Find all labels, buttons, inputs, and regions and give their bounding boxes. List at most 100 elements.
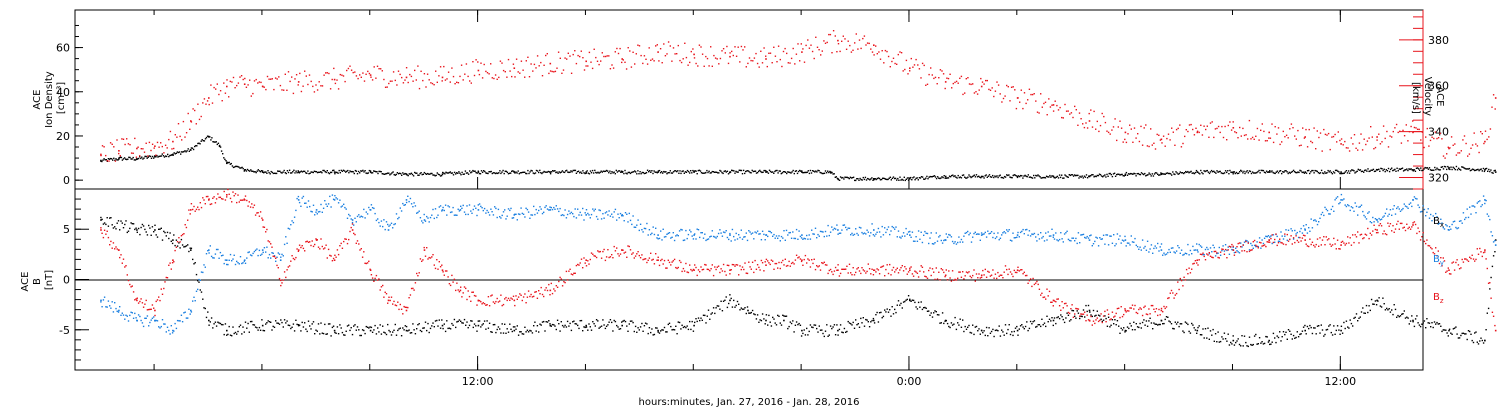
data-point — [1398, 208, 1400, 210]
data-point-anchor — [208, 249, 210, 251]
data-point — [489, 171, 491, 173]
data-point — [1246, 170, 1248, 172]
data-point — [198, 208, 200, 211]
data-point — [701, 232, 703, 234]
data-point — [754, 231, 756, 233]
data-point — [1292, 127, 1294, 129]
data-point — [850, 177, 853, 179]
data-point — [671, 329, 673, 331]
data-point — [1067, 238, 1070, 241]
data-point — [165, 155, 168, 158]
data-point — [973, 333, 975, 336]
data-point — [124, 266, 126, 268]
data-point — [1190, 170, 1192, 173]
data-point — [1274, 241, 1276, 243]
data-point — [1448, 226, 1451, 228]
data-point — [1051, 317, 1053, 319]
data-point — [763, 318, 765, 320]
data-point — [366, 213, 369, 215]
data-point — [384, 291, 386, 293]
data-point — [1179, 171, 1181, 173]
data-point — [1114, 245, 1116, 247]
data-point — [1035, 326, 1037, 328]
data-point — [248, 251, 250, 253]
data-point — [585, 209, 588, 211]
data-point-anchor — [226, 162, 228, 165]
data-point — [1425, 136, 1427, 138]
data-point — [1043, 102, 1045, 105]
data-point — [997, 232, 999, 234]
data-point — [846, 229, 848, 231]
data-point — [827, 224, 829, 227]
data-point — [380, 220, 383, 222]
data-point — [364, 170, 366, 172]
data-point — [268, 171, 270, 174]
data-point — [624, 212, 627, 214]
data-point — [1446, 168, 1448, 171]
data-point — [448, 171, 450, 174]
data-point — [329, 254, 331, 257]
data-point — [639, 223, 642, 225]
data-point — [984, 175, 986, 177]
data-point — [1471, 168, 1474, 170]
data-point-anchor — [621, 214, 623, 216]
data-point — [505, 170, 507, 173]
data-point — [257, 254, 259, 257]
data-point — [821, 230, 823, 233]
data-point — [1329, 170, 1331, 172]
data-point — [1475, 331, 1477, 333]
data-point — [545, 321, 547, 323]
data-point — [1201, 334, 1203, 336]
data-point — [202, 140, 204, 142]
data-point — [418, 174, 420, 176]
data-point — [808, 47, 811, 49]
data-point — [239, 324, 242, 326]
data-point — [460, 64, 463, 66]
data-point — [648, 171, 650, 173]
data-point — [538, 209, 540, 212]
data-point — [1041, 237, 1043, 239]
data-point — [1075, 237, 1077, 240]
data-point — [589, 170, 592, 172]
data-point — [1409, 168, 1411, 171]
data-point — [517, 334, 520, 336]
data-point — [599, 171, 601, 174]
data-point — [1231, 248, 1233, 251]
data-point — [126, 274, 128, 276]
data-point — [1172, 171, 1174, 173]
data-point — [259, 329, 262, 331]
data-point — [115, 158, 117, 160]
data-point — [197, 206, 199, 208]
data-point — [271, 78, 273, 80]
data-point-anchor — [136, 229, 138, 231]
data-point — [1323, 172, 1325, 175]
data-point — [793, 237, 795, 240]
data-point — [281, 282, 283, 284]
data-point — [1187, 323, 1189, 326]
data-point — [1068, 320, 1071, 322]
data-point — [1197, 326, 1199, 329]
data-point — [933, 243, 935, 245]
data-point — [575, 172, 578, 174]
data-point — [1462, 139, 1464, 141]
data-point — [553, 324, 555, 326]
data-point — [1259, 172, 1261, 174]
data-point — [1365, 218, 1368, 220]
data-point — [982, 175, 984, 178]
data-point — [1430, 213, 1432, 216]
data-point — [821, 172, 823, 175]
data-point — [1316, 170, 1318, 173]
data-point — [857, 234, 859, 236]
data-point — [1370, 126, 1372, 128]
data-point — [1237, 137, 1239, 139]
data-point — [1121, 329, 1124, 331]
data-point — [130, 152, 133, 154]
data-point — [371, 172, 374, 174]
data-point — [763, 233, 765, 236]
data-point — [1035, 100, 1037, 102]
data-point — [1490, 276, 1492, 279]
data-point — [502, 332, 505, 334]
data-point — [334, 173, 336, 175]
data-point — [127, 143, 130, 145]
data-point — [1123, 240, 1125, 242]
